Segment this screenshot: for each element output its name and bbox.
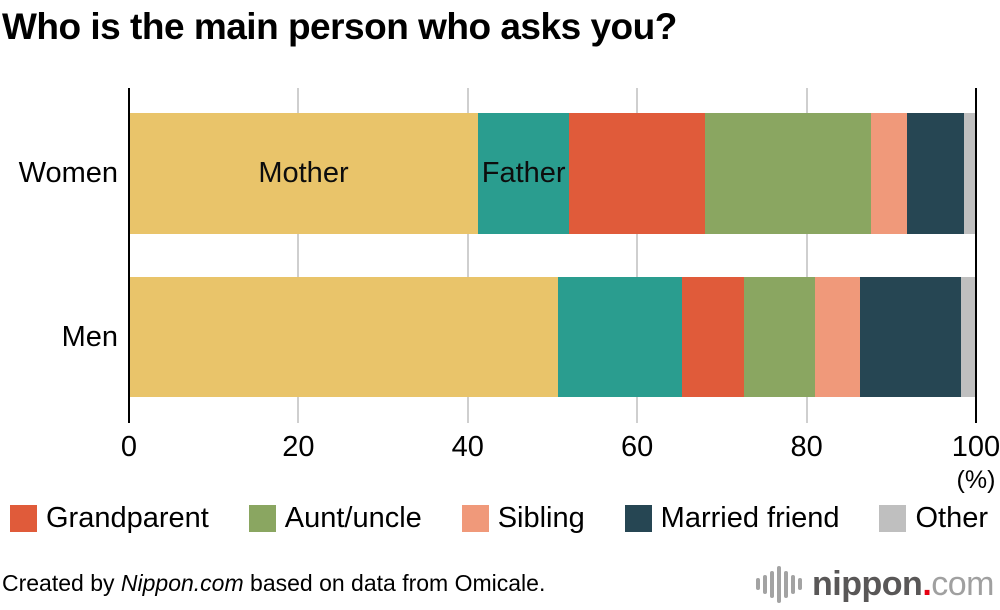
legend-swatch-sibling <box>461 504 489 532</box>
x-axis-unit-label: (%) <box>956 466 996 494</box>
legend-item-grandparent: Grandparent <box>10 502 209 535</box>
legend-swatch-other <box>879 504 907 532</box>
legend-label-married-friend: Married friend <box>660 501 840 534</box>
gridline-60 <box>636 88 639 423</box>
legend-item-aunt-uncle: Aunt/uncle <box>248 501 422 535</box>
bar-segment-grandparent-women <box>569 113 705 234</box>
bar-segment-married-friend-men <box>859 277 961 397</box>
tick-label-100: 100 <box>951 431 1000 463</box>
bar-segment-aunt-uncle-women <box>704 113 871 234</box>
tick-label-80: 80 <box>790 431 823 463</box>
bar-segment-other-women <box>964 113 976 234</box>
axis-spine-0 <box>128 88 130 423</box>
bar-segment-married-friend-women <box>906 113 965 234</box>
bar-row-women: Mother Father <box>129 113 976 234</box>
legend-swatch-aunt-uncle <box>248 504 276 532</box>
legend: Grandparent Aunt/uncle Sibling Married frie… <box>10 500 988 536</box>
gridline-40 <box>466 88 469 423</box>
legend-label-grandparent: Grandparent <box>46 501 209 534</box>
credit-suffix: based on data from Omicale. <box>243 570 546 596</box>
legend-item-sibling: Sibling <box>461 501 585 535</box>
gridline-20 <box>297 88 300 423</box>
gridline-80 <box>805 88 808 423</box>
legend-swatch-grandparent <box>10 504 37 532</box>
x-axis-tick-labels: 0 20 40 60 80 100 <box>121 431 1000 467</box>
bar-segment-mother-men <box>129 277 558 397</box>
tick-label-20: 20 <box>282 431 315 463</box>
legend-item-married-friend: Married friend <box>624 501 840 535</box>
plot-area: Mother Father <box>128 88 977 423</box>
bar-label-father: Father <box>481 157 566 189</box>
bar-segment-grandparent-men <box>682 277 744 397</box>
credit-source: Nippon.com <box>120 570 244 596</box>
bar-segment-other-men <box>960 277 976 397</box>
bar-segment-sibling-men <box>815 277 860 397</box>
bar-label-mother: Mother <box>258 157 349 189</box>
legend-item-other: Other <box>879 502 988 535</box>
tick-label-40: 40 <box>451 431 484 463</box>
category-label-men: Men <box>61 321 118 353</box>
x-axis-unit: (%) <box>129 466 996 496</box>
tick-label-60: 60 <box>621 431 654 463</box>
credit-prefix: Created by <box>2 570 121 596</box>
bar-segment-sibling-women <box>870 113 907 234</box>
soundwave-bars-icon <box>756 564 803 604</box>
chart-title: Who is the main person who asks you? <box>2 6 677 47</box>
bar-segment-father-women: Father <box>477 113 570 234</box>
bar-segment-mother-women: Mother <box>129 113 478 234</box>
credit-line: Created by Nippon.com based on data from… <box>2 570 545 597</box>
legend-label-aunt-uncle: Aunt/uncle <box>284 501 422 534</box>
legend-swatch-married-friend <box>624 504 652 532</box>
bar-segment-aunt-uncle-men <box>743 277 816 397</box>
legend-label-other: Other <box>915 501 988 534</box>
nippon-logo: nippon.com <box>756 564 994 604</box>
bar-row-men <box>129 277 976 397</box>
logo-tld: com <box>931 564 994 603</box>
legend-label-sibling: Sibling <box>497 501 585 534</box>
logo-dot: . <box>922 564 932 603</box>
tick-label-0: 0 <box>120 431 138 463</box>
logo-name: nippon <box>812 564 923 603</box>
bar-segment-father-men <box>557 277 683 397</box>
y-axis-category-labels: Women Men <box>0 88 118 423</box>
category-label-women: Women <box>18 157 118 189</box>
nippon-logo-text: nippon.com <box>812 565 994 604</box>
axis-spine-100 <box>975 88 977 423</box>
